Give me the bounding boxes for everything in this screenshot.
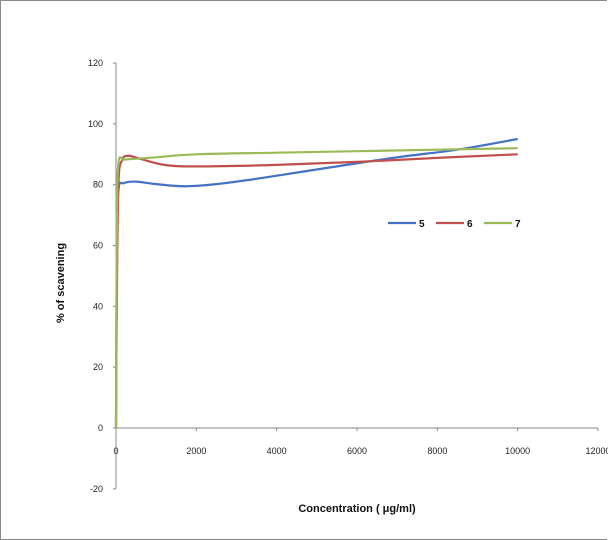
y-tick-label: 0: [98, 423, 103, 433]
y-tick-label: 60: [93, 241, 103, 251]
x-tick-label: 4000: [267, 446, 287, 456]
legend-label-6: 6: [467, 219, 473, 230]
series-line-6: [114, 153, 518, 429]
series-line-5: [114, 137, 518, 429]
y-axis-title: % of scavening: [55, 243, 67, 323]
y-tick-label: 120: [88, 58, 103, 68]
legend: 5 6 7: [388, 219, 521, 230]
y-tick-label: 20: [93, 362, 103, 372]
axes: [115, 63, 598, 489]
y-tick-label: 80: [93, 180, 103, 190]
x-tick-label: 6000: [347, 446, 367, 456]
y-axis-ticks: -20 0 20 40 60 80 100 120: [88, 58, 116, 494]
legend-label-5: 5: [419, 219, 425, 230]
x-tick-label: 2000: [186, 446, 206, 456]
x-tick-label: 12000: [585, 446, 608, 456]
x-tick-label: 0: [113, 446, 118, 456]
series-lines: [114, 137, 518, 429]
y-tick-label: -20: [90, 484, 103, 494]
y-tick-label: 100: [88, 119, 103, 129]
x-tick-label: 10000: [505, 446, 530, 456]
series-line-7: [114, 147, 518, 429]
x-tick-label: 8000: [427, 446, 447, 456]
y-tick-label: 40: [93, 301, 103, 311]
legend-label-7: 7: [515, 219, 521, 230]
x-axis-title: Concentration ( μg/ml): [298, 503, 416, 515]
x-axis-ticks: 0 2000 4000 6000 8000 10000 12000: [113, 428, 608, 456]
